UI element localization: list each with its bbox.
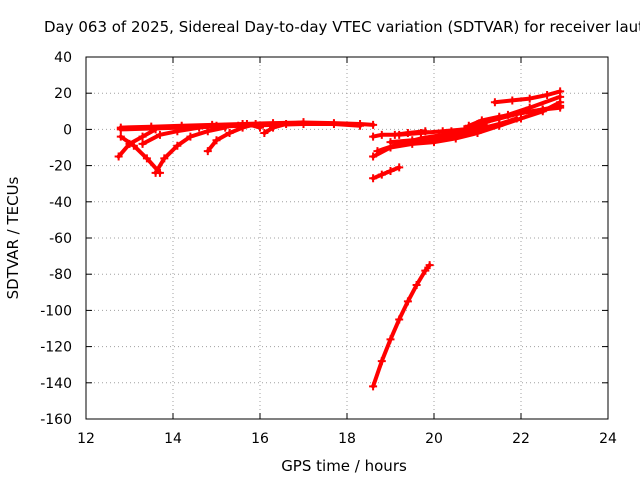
data-trace [371, 100, 563, 159]
y-tick-label: 40 [54, 50, 72, 66]
x-tick-label: 14 [164, 431, 182, 447]
data-point [225, 129, 234, 138]
data-point [369, 382, 378, 391]
data-trace [116, 127, 158, 159]
y-tick-label: -20 [49, 159, 72, 175]
x-tick-label: 18 [338, 431, 356, 447]
y-tick-label: 0 [63, 122, 72, 138]
x-tick-label: 12 [77, 431, 95, 447]
axis-ticks [85, 56, 609, 420]
data-point [408, 136, 417, 145]
data-point [256, 123, 264, 132]
data-point [538, 105, 547, 114]
data-layer [114, 87, 565, 391]
y-tick-label: -140 [40, 376, 72, 392]
data-point [403, 297, 412, 306]
data-trace [262, 120, 306, 135]
data-point [129, 141, 138, 150]
data-point [430, 134, 438, 143]
data-point [495, 112, 504, 121]
data-point [556, 87, 565, 96]
y-tick-label: -160 [40, 412, 72, 428]
data-point [269, 123, 278, 132]
y-tick-label: -40 [49, 195, 72, 211]
data-point [369, 174, 378, 183]
data-point [421, 266, 430, 275]
data-point [412, 281, 421, 290]
data-point [173, 127, 182, 136]
data-point [525, 94, 534, 103]
data-point [116, 132, 125, 141]
data-point [242, 119, 251, 128]
data-point [173, 141, 182, 150]
x-tick-label: 16 [251, 431, 269, 447]
x-tick-label: 22 [512, 431, 530, 447]
data-point [221, 123, 230, 132]
y-tick-label: 20 [54, 86, 72, 102]
x-axis-label: GPS time / hours [281, 457, 407, 475]
data-point [373, 147, 382, 156]
data-point [369, 120, 378, 129]
data-point [425, 261, 434, 270]
data-point [138, 139, 147, 148]
data-point [195, 123, 204, 132]
data-point [186, 132, 195, 141]
data-point [490, 98, 499, 107]
data-point [114, 152, 123, 161]
x-tick-label: 20 [425, 431, 443, 447]
data-point [116, 125, 125, 134]
chart-title: Day 063 of 2025, Sidereal Day-to-day VTE… [44, 18, 640, 36]
tick-labels: 12 14 16 18 20 22 24 -160 -140 -120 -100 -80 -60 -40 -… [40, 50, 617, 447]
data-point [386, 167, 395, 176]
data-point [386, 335, 395, 344]
grid [86, 57, 608, 419]
data-point [203, 147, 212, 156]
data-point [508, 96, 517, 105]
data-point [395, 130, 404, 139]
data-point [517, 109, 525, 118]
data-point [416, 129, 425, 138]
data-point [447, 127, 456, 136]
data-point [260, 129, 269, 138]
y-tick-label: -120 [40, 340, 72, 356]
data-point [234, 121, 243, 130]
data-trace [118, 134, 162, 175]
data-point [299, 118, 308, 127]
data-point [155, 130, 164, 139]
data-point [356, 121, 365, 130]
data-point [138, 132, 147, 141]
data-trace [371, 165, 402, 181]
data-point [212, 136, 221, 145]
data-point [377, 130, 386, 139]
data-trace [371, 263, 432, 389]
data-point [377, 357, 386, 366]
y-axis-label: SDTVAR / TECUs [4, 176, 22, 299]
data-point [203, 127, 212, 136]
data-point [395, 163, 404, 172]
data-point [543, 91, 552, 100]
data-point [460, 125, 469, 134]
data-point [556, 101, 565, 110]
y-tick-label: -60 [49, 231, 72, 247]
data-point [151, 125, 160, 134]
data-point [369, 152, 378, 161]
data-point [386, 138, 395, 147]
data-point [282, 119, 291, 128]
data-point [329, 119, 338, 128]
data-point [151, 168, 160, 177]
data-point [395, 315, 404, 324]
data-point [377, 170, 386, 179]
x-tick-label: 24 [599, 431, 617, 447]
data-point [142, 154, 151, 163]
data-point [477, 116, 486, 125]
data-point [160, 154, 169, 163]
y-tick-label: -100 [40, 303, 72, 319]
data-point [369, 132, 378, 141]
y-tick-label: -80 [49, 267, 72, 283]
data-point [464, 121, 473, 130]
data-point [438, 127, 447, 136]
